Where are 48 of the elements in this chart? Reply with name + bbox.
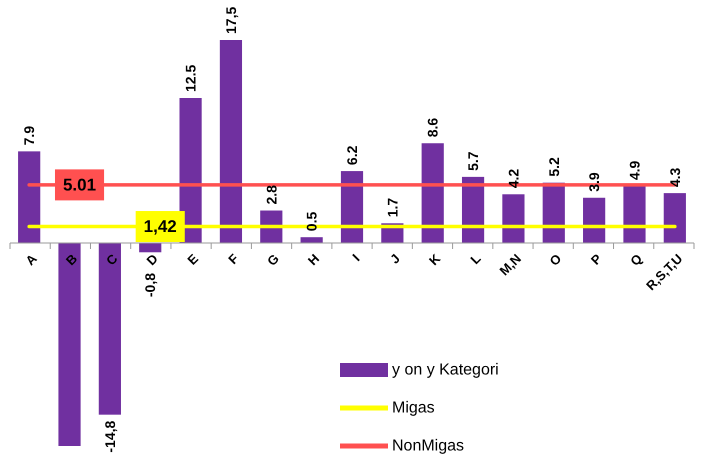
x-tick-label: E [184,250,202,268]
data-label: 5.01 [62,175,96,194]
x-tick-label: F [225,250,242,268]
bar [18,151,40,243]
bar [422,143,444,243]
bar [220,40,242,243]
x-tick-label: I [349,250,363,264]
x-tick-label: P [588,250,605,268]
data-label: 0.5 [304,212,320,232]
data-label: 5.2 [546,157,562,177]
data-label: 1.7 [384,198,400,218]
data-label: 3.9 [586,172,602,192]
data-label: 1,42 [144,217,177,236]
bar [664,193,686,243]
legend-label: NonMigas [392,438,464,454]
data-label: 5.7 [465,151,482,171]
x-tick-label: B [62,250,80,268]
legend-label: y on y Kategori [392,362,499,378]
x-tick-label: Q [627,250,646,269]
bar [623,186,646,243]
x-tick-label: H [304,250,322,268]
data-label: -14,8 [102,420,118,453]
data-label: 4.2 [505,168,522,188]
bar [502,194,525,243]
data-label: 6.2 [344,145,360,166]
data-label: -0,8 [142,272,158,298]
bar [58,243,81,446]
data-label: 4.9 [626,160,642,180]
x-tick-label: D [144,250,161,268]
legend-label: Migas [392,400,435,416]
x-tick-label: O [546,250,564,269]
x-tick-label: C [103,250,121,268]
data-label: 4.3 [666,167,683,188]
x-tick-label: G [264,250,282,269]
bar [583,198,606,243]
data-label: 2.8 [263,184,280,205]
data-label: 12.5 [182,64,199,92]
x-tick-label: K [426,250,444,268]
data-label: 7.9 [21,126,38,146]
x-tick-label: L [467,250,484,268]
x-tick-label: A [22,250,40,268]
x-tick-label: M,N [496,250,524,278]
data-label: 8.6 [424,118,441,138]
data-label: 17,5 [222,6,239,34]
bar [139,243,162,252]
bar [300,237,323,243]
bar [98,243,121,415]
x-tick-label: J [387,250,403,267]
